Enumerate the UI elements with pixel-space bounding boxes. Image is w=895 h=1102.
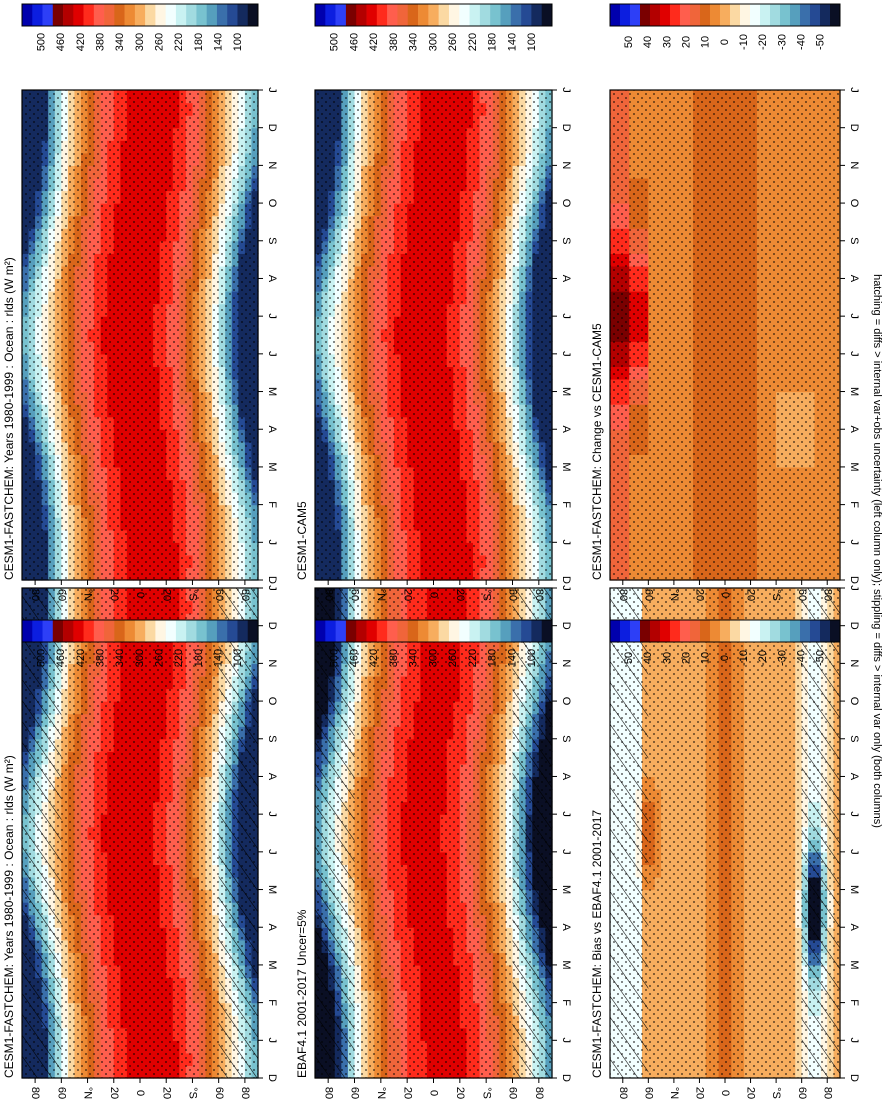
latitude-label: 20 (108, 589, 120, 601)
month-label: S (266, 237, 278, 244)
month-label: A (560, 924, 572, 932)
latitude-label: 60 (213, 589, 225, 601)
month-label: N (266, 659, 278, 667)
month-label: J (266, 1038, 278, 1044)
month-label: J (266, 87, 278, 93)
latitude-label: 60 (55, 1087, 67, 1099)
month-label: M (266, 387, 278, 396)
panel-1: D J F M A M J J A S O N D J 80 60 °N 20 0 20 °S 60 80 CESM1-FAS… (2, 585, 278, 1099)
latitude-label: 80 (239, 1087, 251, 1099)
latitude-label: °N (82, 589, 94, 601)
month-label: A (266, 426, 278, 434)
latitude-label: 20 (401, 1087, 413, 1099)
hatch-overlay-south (218, 588, 258, 1078)
month-label: A (560, 773, 572, 781)
month-label: D (266, 1074, 278, 1082)
month-label: A (266, 924, 278, 932)
month-label: J (266, 351, 278, 357)
month-label: D (560, 622, 572, 630)
latitude-label: 20 (160, 1087, 172, 1099)
month-label: M (266, 462, 278, 471)
month-label: M (266, 960, 278, 969)
latitude-label: 60 (349, 1087, 361, 1099)
month-label: J (266, 313, 278, 319)
latitude-label: °N (375, 1087, 387, 1099)
month-label: O (560, 697, 572, 706)
panel-title: EBAF4.1 2001-2017 Uncer=5% (295, 909, 309, 1078)
latitude-label: 60 (213, 1087, 225, 1099)
month-label: O (266, 199, 278, 208)
month-label: O (266, 697, 278, 706)
month-label: A (266, 773, 278, 781)
stipple-overlay (22, 90, 258, 580)
month-label: J (266, 811, 278, 817)
latitude-label: 80 (29, 589, 41, 601)
month-label: J (560, 1038, 572, 1044)
month-label: M (266, 885, 278, 894)
latitude-label: °S (187, 1087, 199, 1099)
month-label: J (560, 811, 572, 817)
latitude-label: 60 (55, 589, 67, 601)
latitude-label: °S (187, 589, 199, 601)
month-label: D (266, 124, 278, 132)
panel-title: CESM1-FASTCHEM: Years 1980-1999 : Ocean … (2, 257, 16, 580)
month-label: J (560, 585, 572, 591)
month-label: J (266, 585, 278, 591)
month-label: D (266, 622, 278, 630)
latitude-label: °S (480, 1087, 492, 1099)
latitude-label: 0 (134, 1090, 146, 1096)
month-label: D (266, 576, 278, 584)
latitude-label: 80 (322, 1087, 334, 1099)
month-label: F (266, 501, 278, 508)
latitude-label: 0 (134, 592, 146, 598)
month-label: F (560, 999, 572, 1006)
latitude-label: 20 (454, 1087, 466, 1099)
latitude-label: 80 (239, 589, 251, 601)
latitude-label: 0 (428, 1090, 440, 1096)
month-label: M (560, 960, 572, 969)
month-label: N (560, 659, 572, 667)
hatch-overlay-north (22, 588, 62, 1078)
hatch-overlay-south (512, 588, 552, 1078)
month-label: D (560, 1074, 572, 1082)
latitude-label: 60 (507, 1087, 519, 1099)
latitude-label: 20 (160, 589, 172, 601)
panel-title: CESM1-FASTCHEM: Years 1980-1999 : Ocean … (2, 755, 16, 1078)
month-label: J (560, 849, 572, 855)
latitude-label: 80 (533, 1087, 545, 1099)
month-label: S (266, 735, 278, 742)
month-label: A (266, 275, 278, 283)
month-label: F (266, 999, 278, 1006)
latitude-label: °N (82, 1087, 94, 1099)
month-label: M (560, 885, 572, 894)
month-label: S (560, 735, 572, 742)
hatch-overlay-north (315, 588, 355, 1078)
month-label: J (266, 540, 278, 546)
month-label: J (266, 849, 278, 855)
month-label: N (266, 161, 278, 169)
latitude-label: 20 (108, 1087, 120, 1099)
latitude-label: 80 (29, 1087, 41, 1099)
